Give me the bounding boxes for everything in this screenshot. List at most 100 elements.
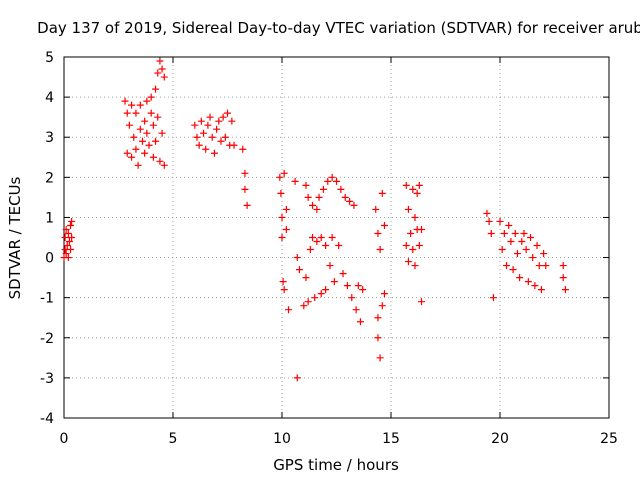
data-point xyxy=(156,157,164,165)
data-point xyxy=(516,274,524,282)
y-tick-label: -1 xyxy=(40,291,54,307)
x-tick-labels: 0 5 10 15 20 25 xyxy=(60,431,618,447)
data-point xyxy=(411,213,419,221)
data-point xyxy=(374,334,382,342)
data-point xyxy=(354,282,362,290)
data-point xyxy=(138,137,146,145)
data-point xyxy=(143,129,151,137)
data-point xyxy=(160,161,168,169)
data-point xyxy=(152,85,160,93)
data-point xyxy=(193,133,201,141)
data-point xyxy=(359,286,367,294)
data-point xyxy=(282,225,290,233)
data-point xyxy=(485,217,493,225)
data-point xyxy=(61,234,69,241)
data-point xyxy=(409,246,417,254)
data-point xyxy=(483,209,491,217)
data-point xyxy=(380,290,388,298)
data-point xyxy=(313,205,321,213)
data-point xyxy=(302,274,310,282)
data-point xyxy=(154,113,162,121)
data-point xyxy=(217,137,225,145)
data-point xyxy=(241,169,249,177)
data-point xyxy=(279,278,287,286)
data-point xyxy=(313,238,321,246)
data-point xyxy=(152,137,160,145)
data-point xyxy=(64,229,72,237)
data-point xyxy=(213,125,221,133)
data-point xyxy=(511,229,519,237)
data-point xyxy=(158,65,166,73)
data-point xyxy=(147,93,155,101)
data-point xyxy=(524,278,532,286)
data-point xyxy=(65,238,73,246)
data-point xyxy=(309,201,317,209)
data-point xyxy=(535,262,543,270)
data-point xyxy=(123,149,131,157)
y-axis-label: SDTVAR / TECUs xyxy=(6,176,24,299)
data-point xyxy=(64,254,72,262)
data-point xyxy=(128,153,136,161)
data-point xyxy=(306,246,314,254)
x-tick-label: 5 xyxy=(169,431,178,447)
data-point xyxy=(561,286,569,294)
y-tick-label: 0 xyxy=(45,251,54,267)
data-point xyxy=(291,177,299,185)
data-point xyxy=(221,133,229,141)
data-point xyxy=(509,266,517,274)
data-point xyxy=(518,238,526,246)
data-point xyxy=(145,141,153,149)
data-point xyxy=(527,234,535,241)
data-point xyxy=(378,302,386,310)
x-tick-label: 15 xyxy=(382,431,400,447)
data-point xyxy=(204,121,212,129)
data-point xyxy=(219,113,227,121)
data-point xyxy=(489,294,497,302)
data-point xyxy=(62,225,70,233)
data-point xyxy=(149,153,157,161)
data-point xyxy=(404,205,412,213)
data-point xyxy=(402,242,410,250)
data-point xyxy=(302,181,310,189)
data-point xyxy=(156,57,164,65)
data-point xyxy=(317,290,325,298)
data-point xyxy=(542,262,550,270)
x-tick-label: 20 xyxy=(491,431,509,447)
data-point xyxy=(328,173,336,181)
data-point xyxy=(285,306,293,314)
data-point xyxy=(121,97,129,105)
data-point xyxy=(322,286,330,294)
data-point xyxy=(487,229,495,237)
data-point xyxy=(407,229,415,237)
y-tick-label: 2 xyxy=(45,170,54,186)
data-point xyxy=(282,205,290,213)
data-point xyxy=(498,246,506,254)
data-points xyxy=(60,57,569,382)
data-point xyxy=(147,109,155,117)
data-point xyxy=(317,234,325,241)
y-tick-label: 1 xyxy=(45,210,54,226)
data-point xyxy=(352,306,360,314)
data-point xyxy=(239,145,247,153)
data-point xyxy=(341,193,349,201)
x-tick-label: 25 xyxy=(600,431,618,447)
data-point xyxy=(376,246,384,254)
data-point xyxy=(409,185,417,193)
data-point xyxy=(141,117,149,125)
data-point xyxy=(202,145,210,153)
data-point xyxy=(278,234,286,241)
data-point xyxy=(160,73,168,81)
data-point xyxy=(328,234,336,241)
data-point xyxy=(418,298,426,306)
data-point xyxy=(559,262,567,270)
data-point xyxy=(280,286,288,294)
data-point xyxy=(415,181,423,189)
data-point xyxy=(158,129,166,137)
y-tick-label: -4 xyxy=(40,411,54,427)
data-point xyxy=(277,189,285,197)
y-tick-label: 4 xyxy=(45,90,54,106)
grid-lines xyxy=(64,57,609,418)
data-point xyxy=(411,262,419,270)
data-point xyxy=(537,286,545,294)
data-point xyxy=(507,238,515,246)
